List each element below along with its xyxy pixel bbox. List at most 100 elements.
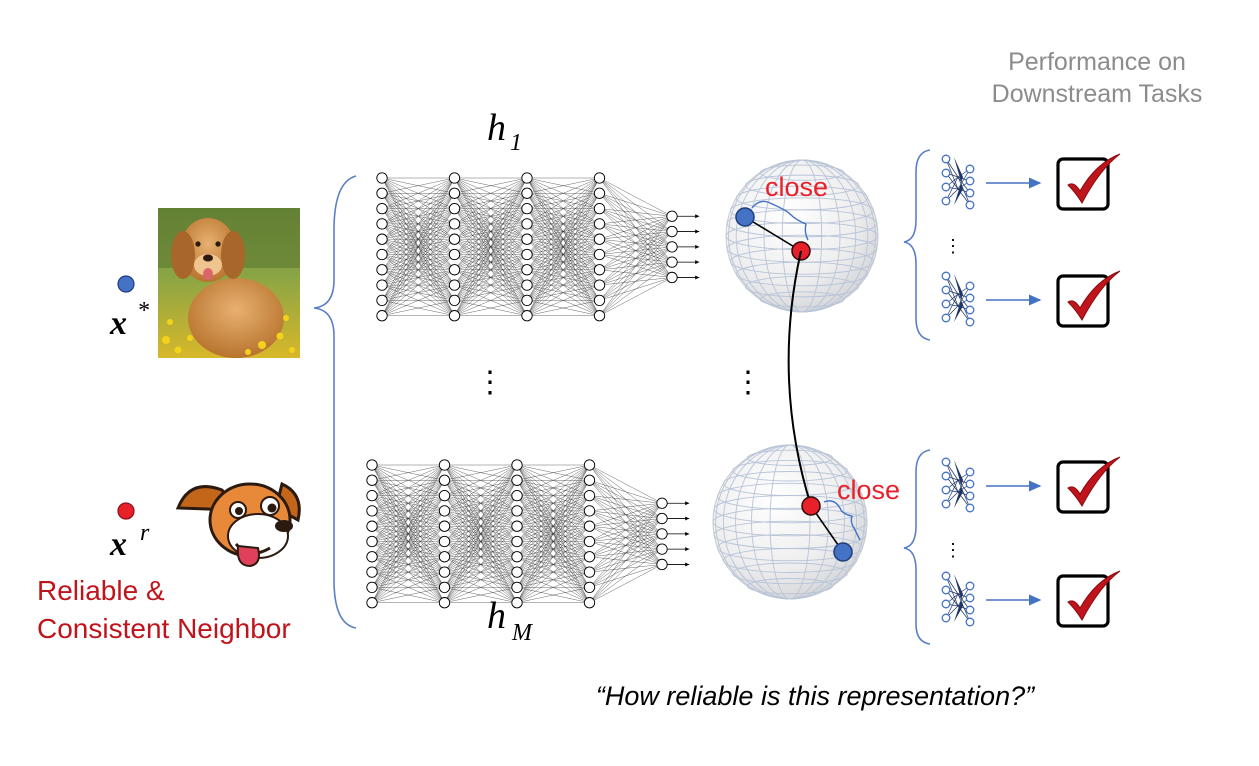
network-node	[656, 528, 668, 540]
network-node	[583, 551, 596, 563]
svg-text:*: *	[137, 298, 149, 324]
network-node	[511, 581, 523, 594]
network-layer	[438, 459, 451, 609]
svg-text:h: h	[487, 107, 506, 149]
h1-label: h 1	[487, 107, 522, 156]
network-node	[366, 474, 378, 486]
tasks-brace-bottom	[903, 449, 931, 645]
top-close-brace	[751, 200, 809, 241]
svg-text:r: r	[140, 520, 150, 546]
network-node	[366, 551, 378, 563]
network-node	[438, 489, 451, 502]
network-node	[511, 535, 523, 548]
performance-title-line1: Performance on	[1008, 48, 1186, 76]
network-node	[376, 294, 388, 307]
x-r-label: x r	[109, 520, 150, 563]
downstream-task-row	[941, 456, 1121, 514]
network-node	[583, 597, 596, 609]
embedding-sphere-bottom	[712, 444, 868, 600]
network-layer	[521, 172, 533, 322]
network-node	[366, 566, 378, 578]
network-edges	[381, 177, 673, 316]
network-node	[666, 241, 678, 253]
top-sphere-segment	[744, 216, 802, 252]
network-layer	[366, 459, 378, 609]
network-node	[521, 202, 533, 215]
dog-photo	[158, 208, 300, 358]
network-node	[656, 512, 668, 525]
network-node	[438, 474, 451, 486]
model-brace	[313, 175, 357, 629]
network-node	[366, 535, 378, 548]
network-node	[511, 474, 523, 486]
network-node	[666, 210, 678, 222]
network-node	[583, 489, 596, 502]
network-node	[521, 279, 533, 291]
x-star-label: x *	[109, 298, 149, 342]
svg-text:x: x	[109, 305, 127, 342]
network-node	[376, 218, 388, 230]
network-node	[593, 187, 606, 199]
network-node	[521, 264, 533, 276]
network-node	[366, 489, 378, 502]
network-node	[448, 218, 461, 230]
network-node	[438, 581, 451, 594]
close-label-bottom: close	[837, 475, 900, 505]
network-node	[656, 543, 668, 555]
network-layer	[593, 172, 606, 322]
mini-network-icon	[941, 571, 975, 627]
model-ellipsis: ⋮	[475, 366, 505, 399]
network-node	[438, 535, 451, 548]
neighbor-caption-line1: Reliable &	[37, 575, 165, 606]
svg-text:h: h	[487, 595, 506, 637]
network-node	[593, 218, 606, 230]
network-node	[656, 558, 668, 571]
network-node	[511, 459, 523, 471]
network-node	[583, 520, 596, 532]
network-node	[376, 279, 388, 291]
top-embedding-blue	[735, 207, 755, 227]
network-node	[511, 505, 523, 517]
mini-network-icon	[941, 154, 975, 210]
network-node	[376, 187, 388, 199]
network-node	[666, 256, 678, 268]
network-node	[438, 505, 451, 517]
network-node	[376, 264, 388, 276]
network-node	[366, 597, 378, 609]
downstream-task-row	[941, 153, 1121, 211]
network-layer	[448, 172, 461, 322]
checkbox-icon	[1056, 270, 1121, 328]
tasks-ellipsis-top: ⋮	[944, 236, 962, 256]
svg-text:1: 1	[510, 130, 522, 156]
network-node	[593, 172, 606, 184]
network-node	[448, 233, 461, 245]
network-node	[521, 218, 533, 230]
bottom-close-brace	[823, 500, 861, 541]
neighbor-caption-line2: Consistent Neighbor	[37, 613, 291, 644]
network-node	[593, 294, 606, 307]
network-node	[593, 264, 606, 276]
network-layer	[511, 459, 523, 609]
sphere-grid	[712, 444, 868, 600]
network-node	[583, 566, 596, 578]
network-node	[583, 535, 596, 548]
network-node	[448, 294, 461, 307]
network-node	[438, 566, 451, 578]
network-node	[583, 505, 596, 517]
network-layer	[656, 497, 668, 571]
network-node	[521, 294, 533, 307]
bottom-embedding-red	[801, 496, 821, 516]
performance-title-line2: Downstream Tasks	[992, 80, 1203, 108]
network-node	[438, 459, 451, 471]
network-node	[376, 233, 388, 245]
network-node	[448, 310, 461, 322]
network-layer	[666, 210, 678, 284]
network-node	[583, 459, 596, 471]
network-node	[366, 459, 378, 471]
network-node	[583, 474, 596, 486]
svg-text:x: x	[109, 526, 127, 563]
checkbox-icon	[1056, 570, 1121, 628]
neural-network-hM	[366, 459, 690, 609]
mini-network-icon	[941, 271, 975, 327]
